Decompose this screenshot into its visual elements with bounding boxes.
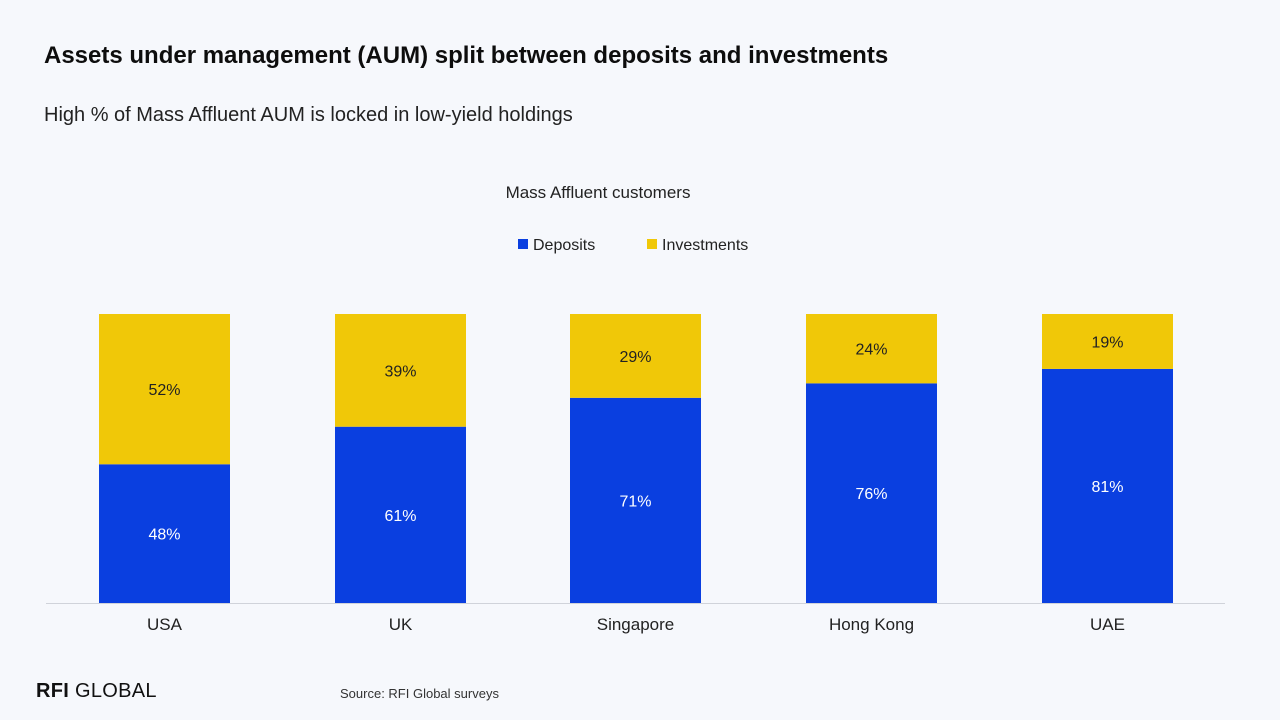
bar-singapore-deposits: [570, 397, 701, 603]
data-label-uk-deposits: 61%: [384, 508, 416, 525]
logo-rest-text: GLOBAL: [74, 680, 157, 702]
data-label-singapore-investments: 29%: [619, 349, 651, 366]
source-note: Source: RFI Global surveys: [340, 686, 499, 701]
bar-uae-deposits: [1042, 368, 1173, 603]
category-label-singapore: Singapore: [597, 615, 675, 634]
category-label-hong-kong: Hong Kong: [829, 615, 914, 634]
legend-label-investments: Investments: [662, 237, 748, 254]
data-label-hong-kong-deposits: 76%: [855, 486, 887, 503]
bar-singapore-investments: [570, 314, 701, 398]
data-label-uae-deposits: 81%: [1091, 479, 1123, 496]
bar-hong-kong-investments: [806, 314, 937, 384]
chart-subtitle: High % of Mass Affluent AUM is locked in…: [44, 104, 573, 126]
data-label-usa-deposits: 48%: [148, 527, 180, 544]
category-label-uk: UK: [389, 615, 413, 634]
category-label-uae: UAE: [1090, 615, 1125, 634]
stacked-bar-chart: Mass Affluent customers Deposits Investmen…: [46, 183, 1225, 634]
data-label-usa-investments: 52%: [148, 382, 180, 399]
data-label-singapore-deposits: 71%: [619, 493, 651, 510]
bar-uae-investments: [1042, 314, 1173, 369]
bar-hong-kong-deposits: [806, 383, 937, 603]
logo-bold-text: RFI: [36, 680, 70, 702]
legend-swatch-investments: [647, 239, 657, 249]
bar-uk-deposits: [335, 426, 466, 603]
legend-label-deposits: Deposits: [533, 237, 595, 254]
category-label-usa: USA: [147, 615, 183, 634]
chart-title: Assets under management (AUM) split betw…: [44, 42, 889, 69]
data-label-uae-investments: 19%: [1091, 334, 1123, 351]
data-label-uk-investments: 39%: [384, 363, 416, 380]
legend-swatch-deposits: [518, 239, 528, 249]
bar-usa-deposits: [99, 464, 230, 603]
data-label-hong-kong-investments: 24%: [855, 342, 887, 359]
chart-series-title: Mass Affluent customers: [506, 183, 691, 202]
bar-uk-investments: [335, 314, 466, 427]
rfi-global-logo: RFI GLOBAL: [36, 680, 157, 703]
bar-usa-investments: [99, 314, 230, 465]
